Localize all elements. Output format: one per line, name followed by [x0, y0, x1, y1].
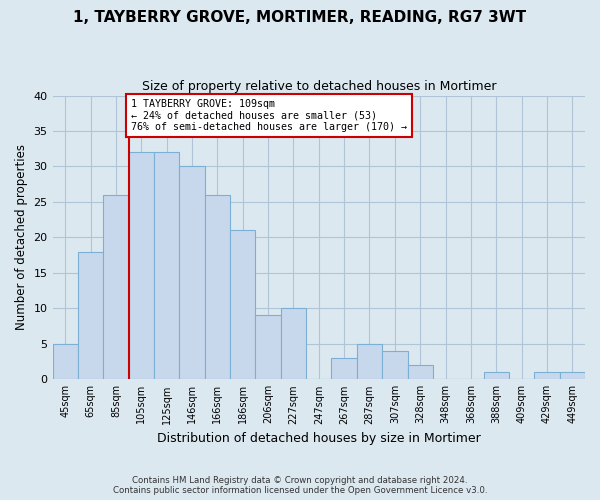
Bar — [205, 195, 230, 380]
Bar — [560, 372, 585, 380]
Bar — [179, 166, 205, 380]
Y-axis label: Number of detached properties: Number of detached properties — [15, 144, 28, 330]
Text: 1 TAYBERRY GROVE: 109sqm
← 24% of detached houses are smaller (53)
76% of semi-d: 1 TAYBERRY GROVE: 109sqm ← 24% of detach… — [131, 99, 407, 132]
Title: Size of property relative to detached houses in Mortimer: Size of property relative to detached ho… — [142, 80, 496, 93]
Bar — [230, 230, 256, 380]
Bar — [53, 344, 78, 380]
Bar — [154, 152, 179, 380]
Bar — [128, 152, 154, 380]
Text: Contains HM Land Registry data © Crown copyright and database right 2024.
Contai: Contains HM Land Registry data © Crown c… — [113, 476, 487, 495]
Bar — [484, 372, 509, 380]
X-axis label: Distribution of detached houses by size in Mortimer: Distribution of detached houses by size … — [157, 432, 481, 445]
Bar — [78, 252, 103, 380]
Bar — [103, 195, 128, 380]
Bar — [534, 372, 560, 380]
Text: 1, TAYBERRY GROVE, MORTIMER, READING, RG7 3WT: 1, TAYBERRY GROVE, MORTIMER, READING, RG… — [73, 10, 527, 25]
Bar — [331, 358, 357, 380]
Bar — [357, 344, 382, 380]
Bar — [281, 308, 306, 380]
Bar — [407, 365, 433, 380]
Bar — [256, 316, 281, 380]
Bar — [382, 351, 407, 380]
